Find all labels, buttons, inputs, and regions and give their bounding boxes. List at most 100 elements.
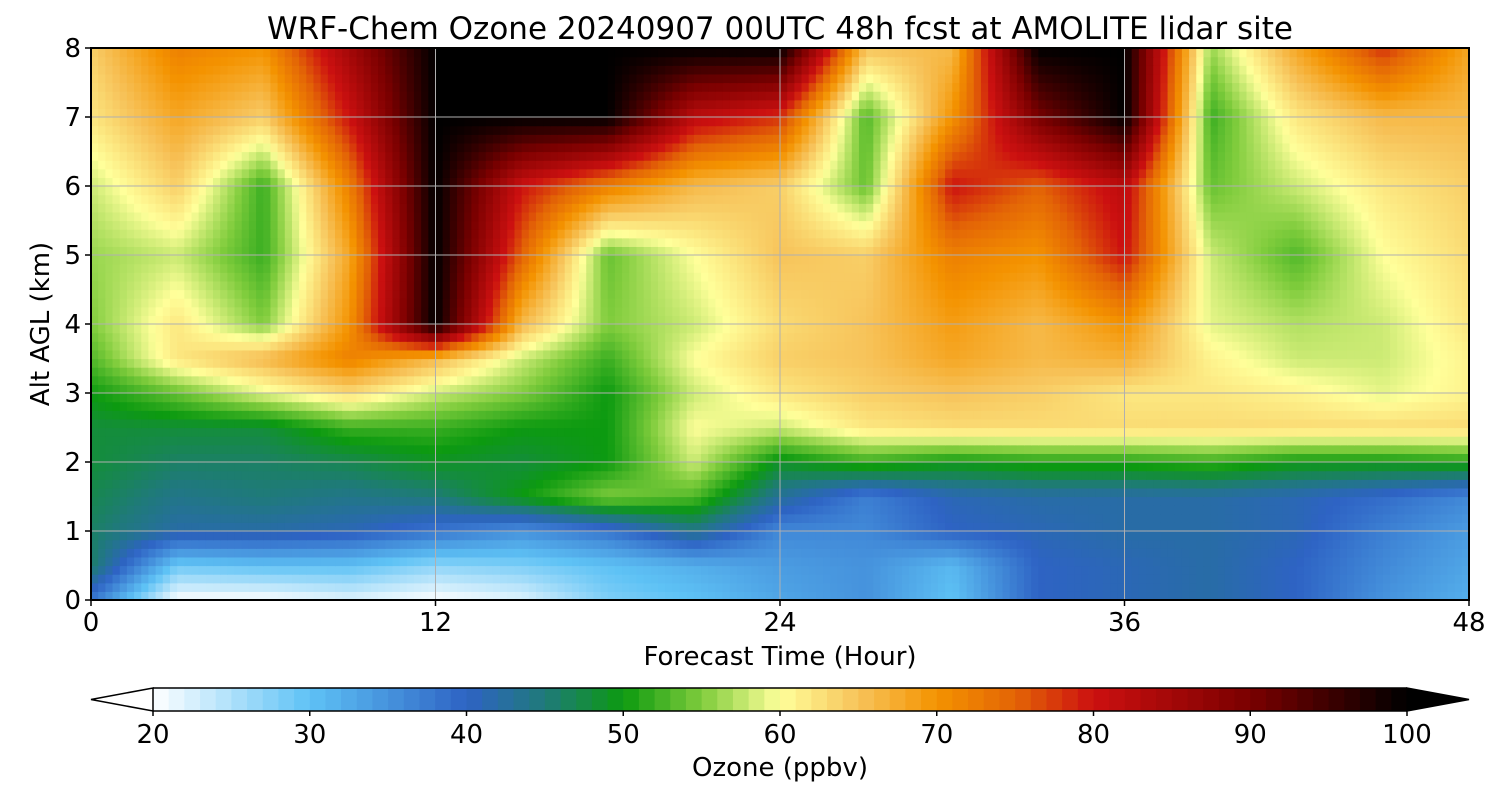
heatmap-cell <box>995 565 1004 575</box>
heatmap-cell <box>1461 401 1470 411</box>
heatmap-cell <box>91 418 99 429</box>
heatmap-cell <box>413 427 422 437</box>
heatmap-cell <box>1260 401 1269 411</box>
heatmap-cell <box>693 496 702 506</box>
heatmap-cell <box>729 479 738 489</box>
heatmap-cell <box>112 427 121 437</box>
heatmap-cell <box>1375 487 1384 498</box>
heatmap-cell <box>550 574 559 584</box>
heatmap-cell <box>105 582 114 592</box>
heatmap-cell <box>1354 522 1362 532</box>
heatmap-cell <box>966 444 975 454</box>
heatmap-cell <box>1067 401 1075 411</box>
heatmap-cell <box>1397 479 1406 489</box>
heatmap-cell <box>1160 574 1169 584</box>
heatmap-cell <box>1425 393 1434 403</box>
heatmap-cell <box>593 505 602 515</box>
heatmap-cell <box>1454 444 1463 454</box>
heatmap-cell <box>284 556 293 567</box>
heatmap-cell <box>148 479 157 489</box>
heatmap-cell <box>622 375 630 385</box>
heatmap-cell <box>736 436 745 446</box>
heatmap-cell <box>428 548 437 558</box>
heatmap-cell <box>1332 556 1341 567</box>
heatmap-cell <box>808 436 817 446</box>
heatmap-cell <box>1009 522 1018 532</box>
heatmap-cell <box>787 522 795 532</box>
heatmap-cell <box>392 410 401 420</box>
heatmap-cell <box>299 556 307 567</box>
heatmap-cell <box>126 548 135 558</box>
heatmap-cell <box>873 556 882 567</box>
heatmap-cell <box>1189 505 1197 515</box>
heatmap-cell <box>119 496 128 506</box>
heatmap-cell <box>708 574 717 584</box>
heatmap-cell <box>557 384 566 394</box>
heatmap-cell <box>535 505 544 515</box>
heatmap-cell <box>844 418 853 429</box>
heatmap-cell <box>1146 487 1154 498</box>
heatmap-cell <box>356 496 365 506</box>
heatmap-cell <box>1038 375 1047 385</box>
heatmap-cell <box>306 565 315 575</box>
heatmap-cell <box>1361 556 1370 567</box>
heatmap-cell <box>1217 410 1226 420</box>
heatmap-cell <box>500 565 508 575</box>
heatmap-cell <box>1124 462 1133 472</box>
heatmap-cell <box>1074 453 1083 463</box>
heatmap-cell <box>902 462 910 472</box>
heatmap-cell <box>794 384 803 394</box>
heatmap-cell <box>1268 487 1276 498</box>
heatmap-cell <box>1275 436 1283 446</box>
heatmap-cell <box>794 574 803 584</box>
heatmap-cell <box>1303 436 1312 446</box>
heatmap-cell <box>428 513 437 523</box>
heatmap-cell <box>1153 487 1161 498</box>
heatmap-cell <box>937 531 946 541</box>
heatmap-cell <box>708 418 717 429</box>
heatmap-cell <box>342 462 350 472</box>
heatmap-cell <box>1081 384 1090 394</box>
heatmap-cell <box>306 582 315 592</box>
heatmap-cell <box>765 591 774 601</box>
heatmap-cell <box>1153 565 1161 575</box>
heatmap-cell <box>507 384 516 394</box>
heatmap-cell <box>1325 496 1334 506</box>
heatmap-cell <box>909 487 917 498</box>
heatmap-cell <box>370 393 379 403</box>
heatmap-cell <box>1275 375 1283 385</box>
heatmap-cell <box>1217 574 1226 584</box>
heatmap-cell <box>1059 479 1068 489</box>
heatmap-cell <box>385 375 394 385</box>
heatmap-cell <box>557 436 566 446</box>
heatmap-cell <box>428 531 437 541</box>
heatmap-cell <box>1382 470 1391 480</box>
heatmap-cell <box>744 565 752 575</box>
heatmap-cell <box>191 505 200 515</box>
heatmap-cell <box>1440 427 1449 437</box>
heatmap-cell <box>722 393 731 403</box>
heatmap-cell <box>837 487 846 498</box>
heatmap-cell <box>155 522 164 532</box>
heatmap-cell <box>112 479 121 489</box>
heatmap-cell <box>1045 427 1054 437</box>
heatmap-cell <box>866 401 874 411</box>
heatmap-cell <box>772 375 781 385</box>
heatmap-cell <box>1361 496 1370 506</box>
heatmap-cell <box>1303 418 1312 429</box>
heatmap-cell <box>1253 505 1262 515</box>
heatmap-cell <box>794 393 803 403</box>
heatmap-cell <box>227 453 236 463</box>
heatmap-cell <box>392 582 401 592</box>
heatmap-cell <box>715 574 724 584</box>
heatmap-cell <box>399 591 408 601</box>
heatmap-cell <box>1146 548 1154 558</box>
heatmap-cell <box>1167 582 1176 592</box>
heatmap-cell <box>1440 582 1449 592</box>
heatmap-cell <box>1375 410 1384 420</box>
heatmap-cell <box>973 539 982 549</box>
heatmap-cell <box>1024 453 1032 463</box>
heatmap-cell <box>320 375 329 385</box>
heatmap-cell <box>270 401 279 411</box>
heatmap-cell <box>1454 375 1463 385</box>
